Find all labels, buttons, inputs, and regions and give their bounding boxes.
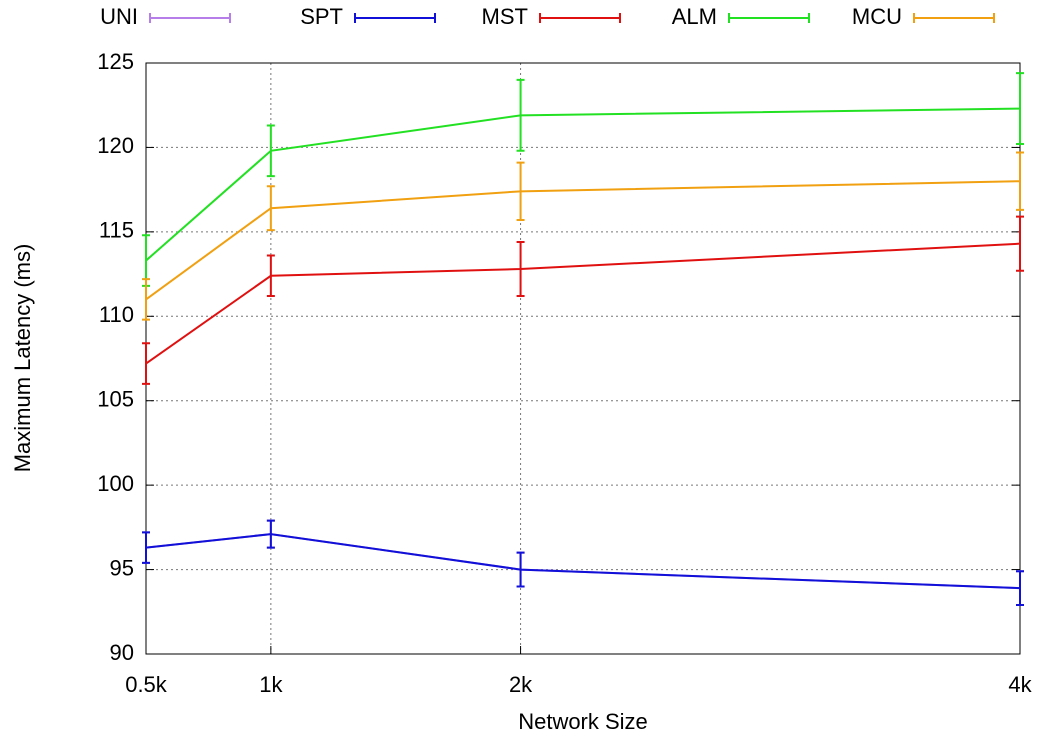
series-line bbox=[145, 533, 1021, 590]
error-bar bbox=[516, 240, 525, 298]
error-bar bbox=[1016, 151, 1024, 211]
y-tick-label: 120 bbox=[97, 133, 134, 158]
error-bar bbox=[266, 254, 275, 298]
x-tick-label: 0.5k bbox=[125, 672, 168, 697]
error-bar bbox=[1016, 72, 1024, 146]
y-tick-label: 115 bbox=[99, 218, 134, 243]
series-line bbox=[145, 107, 1021, 262]
error-bar bbox=[516, 551, 525, 588]
error-bar bbox=[1016, 570, 1024, 607]
error-bar bbox=[266, 124, 275, 178]
error-bar bbox=[516, 78, 525, 152]
legend-label: SPT bbox=[300, 4, 343, 29]
error-bar bbox=[1016, 215, 1024, 272]
legend-label: UNI bbox=[100, 4, 138, 29]
x-axis-title: Network Size bbox=[518, 709, 648, 734]
error-bar bbox=[516, 161, 525, 222]
y-axis-title: Maximum Latency (ms) bbox=[10, 244, 35, 473]
x-tick-label: 2k bbox=[509, 672, 533, 697]
legend-label: ALM bbox=[672, 4, 717, 29]
error-bar bbox=[142, 278, 150, 321]
plot-frame bbox=[145, 62, 1021, 655]
series-line bbox=[145, 180, 1021, 301]
error-bar bbox=[266, 519, 275, 549]
x-tick-label: 1k bbox=[259, 672, 283, 697]
legend-label: MCU bbox=[852, 4, 902, 29]
y-tick-label: 110 bbox=[99, 302, 134, 327]
series-line bbox=[145, 242, 1021, 365]
y-tick-label: 90 bbox=[110, 640, 134, 665]
x-tick-label: 4k bbox=[1008, 672, 1032, 697]
y-tick-label: 95 bbox=[110, 555, 134, 580]
y-tick-label: 125 bbox=[97, 49, 134, 74]
legend-label: MST bbox=[482, 4, 528, 29]
y-tick-label: 105 bbox=[97, 387, 134, 412]
error-bar bbox=[142, 342, 150, 385]
error-bar bbox=[142, 531, 150, 564]
series-line bbox=[145, 533, 1021, 590]
y-tick-label: 100 bbox=[97, 471, 134, 496]
error-bar bbox=[266, 185, 275, 232]
